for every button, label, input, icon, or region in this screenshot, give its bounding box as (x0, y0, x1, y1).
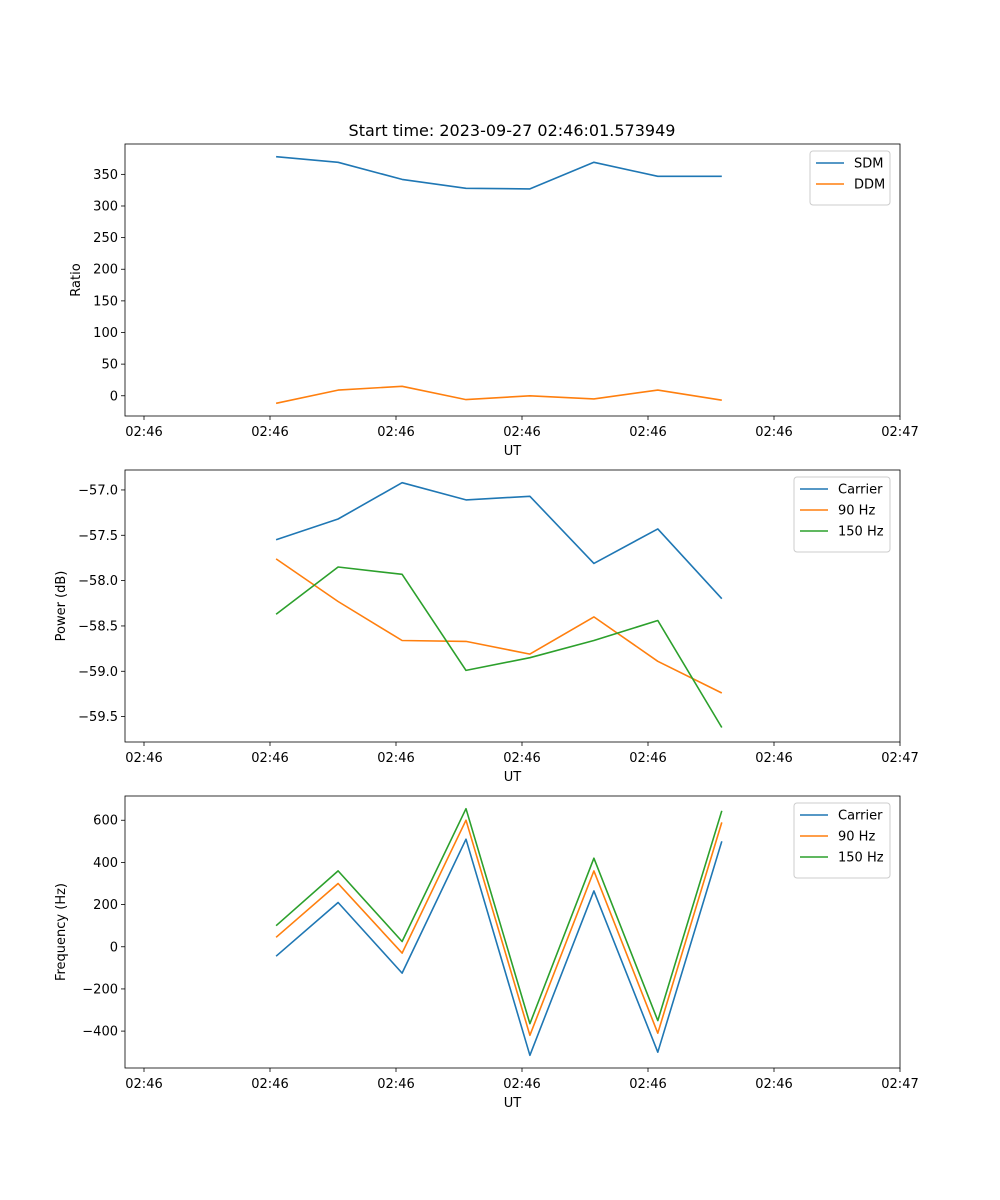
series-line-150-hz (275, 807, 723, 1025)
x-tick-label: 02:46 (755, 425, 792, 440)
legend-entry: Carrier (838, 809, 883, 824)
y-tick-label: 150 (93, 294, 118, 309)
x-axis-label: UT (504, 1096, 522, 1111)
y-tick-label: 0 (110, 940, 118, 955)
series-line-90-hz (275, 819, 723, 1037)
legend: SDM DDM (809, 150, 891, 206)
y-tick-label: −58.5 (78, 619, 118, 634)
series-line-sdm (276, 155, 722, 190)
y-tick-label: 600 (93, 814, 118, 829)
legend-entry: SDM (854, 157, 883, 172)
y-tick-label: 250 (93, 231, 118, 246)
subplot-1: 02:46 02:46 02:46 02:46 02:46 02:46 02:47 0 50 10… (69, 143, 919, 459)
chart-title: Start time: 2023-09-27 02:46:01.573949 (349, 121, 676, 140)
legend-entry: 150 Hz (838, 851, 884, 866)
legend: Carrier 90 Hz 150 Hz (793, 802, 891, 879)
y-tick-label: −57.0 (78, 483, 118, 498)
y-axis-label: Ratio (69, 263, 84, 296)
legend-entry: Carrier (838, 483, 883, 498)
x-tick-label: 02:46 (503, 751, 540, 766)
series-line-150-hz (275, 566, 723, 728)
x-tick-label: 02:46 (251, 751, 288, 766)
legend-box (793, 476, 891, 553)
y-tick-label: 200 (93, 898, 118, 913)
y-tick-label: 0 (110, 389, 118, 404)
axes-frame (124, 795, 901, 1069)
x-tick-label: 02:46 (377, 751, 414, 766)
y-tick-label: 400 (93, 856, 118, 871)
subplot-2: 02:46 02:46 02:46 02:46 02:46 02:46 02:47 −57.0… (54, 469, 919, 785)
y-tick-label: 50 (101, 358, 118, 373)
legend-entry: 90 Hz (838, 504, 875, 519)
series-line-carrier (275, 838, 723, 1057)
axes-frame (124, 469, 901, 743)
y-tick-label: 100 (93, 326, 118, 341)
x-tick-label: 02:46 (377, 1077, 414, 1092)
y-tick-label: −58.0 (78, 574, 118, 589)
legend-entry: DDM (854, 178, 885, 193)
x-tick-label: 02:47 (881, 751, 918, 766)
legend-entry: 150 Hz (838, 525, 884, 540)
x-tick-label: 02:46 (251, 1077, 288, 1092)
series-line-carrier (275, 481, 723, 600)
x-tick-label: 02:46 (125, 751, 162, 766)
y-tick-label: −57.5 (78, 529, 118, 544)
y-tick-label: −400 (82, 1025, 118, 1040)
x-tick-label: 02:46 (755, 1077, 792, 1092)
x-tick-label: 02:46 (125, 425, 162, 440)
y-axis-label: Power (dB) (54, 571, 69, 642)
x-tick-label: 02:46 (629, 1077, 666, 1092)
x-tick-label: 02:46 (755, 751, 792, 766)
axes-frame (124, 143, 901, 417)
x-tick-label: 02:46 (251, 425, 288, 440)
x-axis-label: UT (504, 770, 522, 785)
x-tick-label: 02:46 (629, 751, 666, 766)
legend-entry: 90 Hz (838, 830, 875, 845)
x-tick-label: 02:47 (881, 425, 918, 440)
y-tick-label: −200 (82, 982, 118, 997)
x-tick-label: 02:46 (377, 425, 414, 440)
x-tick-label: 02:47 (881, 1077, 918, 1092)
legend-box (809, 150, 891, 206)
legend-box (793, 802, 891, 879)
y-axis-label: Frequency (Hz) (54, 883, 69, 981)
x-tick-label: 02:46 (629, 425, 666, 440)
series-line-90-hz (275, 558, 723, 694)
y-tick-label: 350 (93, 168, 118, 183)
x-tick-label: 02:46 (503, 1077, 540, 1092)
x-axis-label: UT (504, 444, 522, 459)
y-tick-label: −59.5 (78, 710, 118, 725)
x-tick-label: 02:46 (125, 1077, 162, 1092)
y-tick-label: −59.0 (78, 665, 118, 680)
legend: Carrier 90 Hz 150 Hz (793, 476, 891, 553)
y-tick-label: 200 (93, 263, 118, 278)
series-line-ddm (275, 385, 722, 405)
subplot-3: 02:46 02:46 02:46 02:46 02:46 02:46 02:47 600 40… (54, 795, 919, 1111)
y-tick-label: 300 (93, 199, 118, 214)
x-tick-label: 02:46 (503, 425, 540, 440)
